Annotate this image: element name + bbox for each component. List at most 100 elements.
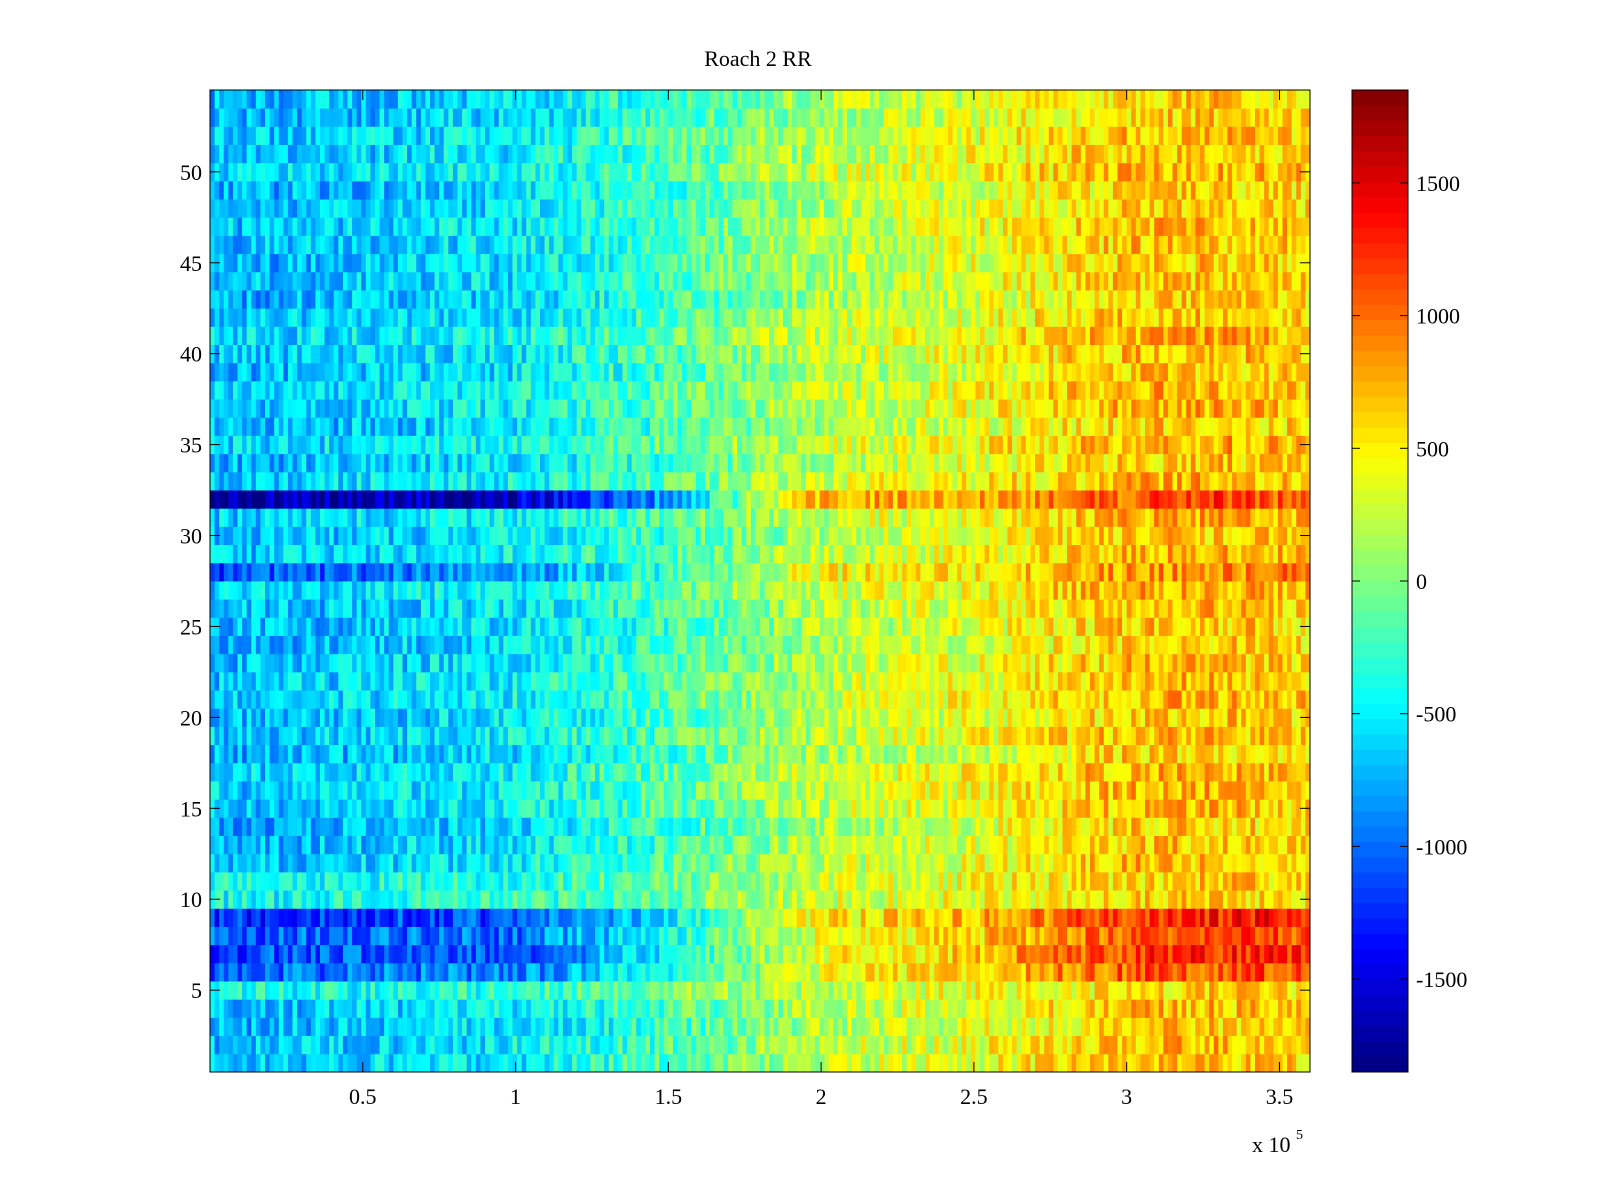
heatmap-cell xyxy=(562,1017,568,1037)
heatmap-cell xyxy=(842,981,848,1000)
heatmap-cell xyxy=(475,981,481,1000)
heatmap-cell xyxy=(860,817,866,836)
heatmap-cell xyxy=(562,781,568,800)
heatmap-cell xyxy=(650,817,655,836)
heatmap-cell xyxy=(782,690,788,709)
heatmap-cell xyxy=(223,999,229,1018)
heatmap-cell xyxy=(1071,981,1077,1000)
heatmap-cell xyxy=(1282,926,1288,946)
heatmap-cell xyxy=(874,908,880,927)
heatmap-cell xyxy=(1016,708,1022,727)
heatmap-cell xyxy=(837,762,843,782)
heatmap-cell xyxy=(1108,1053,1114,1073)
heatmap-cell xyxy=(1186,762,1192,782)
heatmap-cell xyxy=(595,944,600,964)
heatmap-cell xyxy=(1154,853,1160,873)
heatmap-cell xyxy=(989,981,995,1000)
heatmap-cell xyxy=(934,762,940,782)
heatmap-cell xyxy=(475,853,481,873)
heatmap-cell xyxy=(544,926,550,946)
heatmap-cell xyxy=(627,744,633,764)
heatmap-cell xyxy=(613,981,619,1000)
heatmap-cell xyxy=(379,726,385,746)
heatmap-cell xyxy=(1076,744,1082,764)
heatmap-cell xyxy=(246,708,252,727)
heatmap-cell xyxy=(260,690,266,709)
heatmap-cell xyxy=(970,890,976,909)
heatmap-cell xyxy=(1135,944,1141,964)
heatmap-cell xyxy=(260,762,266,782)
heatmap-cell xyxy=(654,708,660,727)
heatmap-cell xyxy=(837,726,843,746)
heatmap-cell xyxy=(668,744,674,764)
heatmap-cell xyxy=(1057,781,1063,800)
heatmap-cell xyxy=(686,944,692,964)
heatmap-cell xyxy=(315,981,321,1000)
heatmap-cell xyxy=(938,708,944,727)
heatmap-cell xyxy=(1177,871,1183,891)
heatmap-cell xyxy=(879,744,885,764)
heatmap-cell xyxy=(883,853,889,873)
heatmap-cell xyxy=(599,799,605,818)
heatmap-cell xyxy=(929,726,935,746)
heatmap-cell xyxy=(778,781,784,800)
heatmap-cell xyxy=(1268,708,1274,727)
heatmap-cell xyxy=(452,926,458,946)
heatmap-cell xyxy=(260,871,266,891)
heatmap-cell xyxy=(274,871,280,891)
heatmap-cell xyxy=(320,708,325,727)
heatmap-cell xyxy=(654,871,660,891)
heatmap-cell xyxy=(384,690,390,709)
heatmap-cell xyxy=(329,944,335,964)
heatmap-cell xyxy=(1273,1053,1279,1073)
heatmap-cell xyxy=(622,981,628,1000)
heatmap-cell xyxy=(668,853,674,873)
heatmap-cell xyxy=(1099,762,1105,782)
heatmap-cell xyxy=(315,926,321,946)
heatmap-cell xyxy=(929,1017,935,1037)
heatmap-cell xyxy=(947,908,953,927)
heatmap-cell xyxy=(361,799,367,818)
heatmap-cell xyxy=(1305,1035,1311,1055)
heatmap-cell xyxy=(232,871,238,891)
heatmap-cell xyxy=(315,726,321,746)
heatmap-cell xyxy=(1090,962,1095,982)
heatmap-cell xyxy=(1080,835,1086,855)
heatmap-cell xyxy=(1067,762,1073,782)
heatmap-cell xyxy=(915,926,921,946)
heatmap-cell xyxy=(760,1035,765,1055)
heatmap-cell xyxy=(265,981,270,1000)
heatmap-cell xyxy=(631,1017,637,1037)
heatmap-cell xyxy=(1053,744,1059,764)
heatmap-cell xyxy=(920,835,926,855)
heatmap-cell xyxy=(1007,981,1013,1000)
heatmap-cell xyxy=(397,781,403,800)
heatmap-cell xyxy=(989,890,995,909)
heatmap-cell xyxy=(755,871,761,891)
heatmap-cell xyxy=(1094,1017,1100,1037)
heatmap-cell xyxy=(980,690,985,709)
heatmap-cell xyxy=(1282,817,1288,836)
heatmap-cell xyxy=(1099,708,1105,727)
heatmap-cell xyxy=(590,799,596,818)
heatmap-cell xyxy=(1300,999,1306,1018)
heatmap-cell xyxy=(338,890,344,909)
heatmap-cell xyxy=(764,944,770,964)
heatmap-cell xyxy=(1287,744,1293,764)
heatmap-cell xyxy=(957,744,963,764)
heatmap-cell xyxy=(567,999,573,1018)
heatmap-cell xyxy=(540,781,545,800)
heatmap-cell xyxy=(1158,981,1164,1000)
heatmap-cell xyxy=(1112,890,1118,909)
heatmap-cell xyxy=(1025,708,1031,727)
heatmap-cell xyxy=(1099,835,1105,855)
heatmap-cell xyxy=(274,1017,280,1037)
heatmap-cell xyxy=(929,762,935,782)
heatmap-cell xyxy=(1222,799,1228,818)
heatmap-cell xyxy=(952,1035,958,1055)
heatmap-cell xyxy=(672,944,678,964)
heatmap-cell xyxy=(347,726,353,746)
heatmap-cell xyxy=(274,999,280,1018)
heatmap-cell xyxy=(1268,835,1274,855)
heatmap-cell xyxy=(700,835,706,855)
